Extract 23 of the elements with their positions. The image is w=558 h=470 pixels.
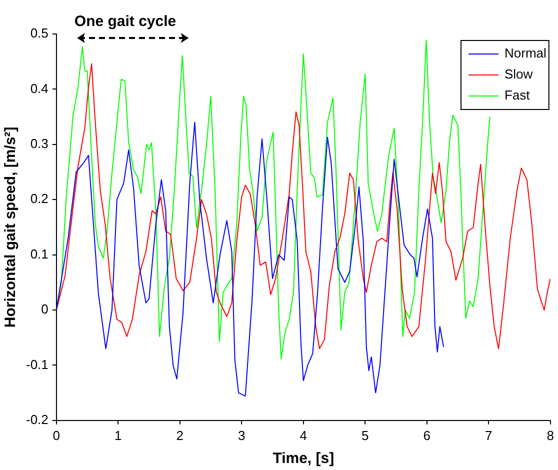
y-tick-label: 0.5 bbox=[30, 26, 48, 41]
y-tick-label: -0.1 bbox=[26, 356, 48, 372]
y-tick-label: 0.4 bbox=[30, 80, 48, 96]
text: One gait cycle bbox=[74, 13, 176, 30]
x-tick-label: 7 bbox=[485, 428, 492, 443]
x-tick-label: 3 bbox=[238, 428, 246, 443]
y-tick-label: 0 bbox=[41, 302, 48, 317]
x-tick-label: 6 bbox=[423, 428, 431, 443]
x-tick-label: 2 bbox=[176, 428, 184, 443]
y-tick-label: -0.2 bbox=[26, 412, 48, 427]
x-tick-label: 1 bbox=[114, 428, 122, 443]
y-tick-label: 0.3 bbox=[30, 136, 48, 151]
legend-label: Slow bbox=[504, 66, 534, 82]
x-tick-label: 8 bbox=[546, 428, 554, 443]
x-tick-label: 5 bbox=[362, 428, 369, 443]
y-tick-label: 0.1 bbox=[30, 246, 48, 262]
x-axis-title: Time, [s] bbox=[272, 450, 334, 468]
legend-label: Fast bbox=[504, 88, 530, 103]
legend-label: Normal bbox=[504, 46, 546, 61]
y-tick-label: 0.2 bbox=[30, 191, 48, 206]
x-tick-label: 0 bbox=[52, 428, 60, 443]
x-tick-label: 4 bbox=[300, 428, 308, 443]
y-axis-title: Horizontal gait speed, [m/s²] bbox=[2, 126, 20, 328]
